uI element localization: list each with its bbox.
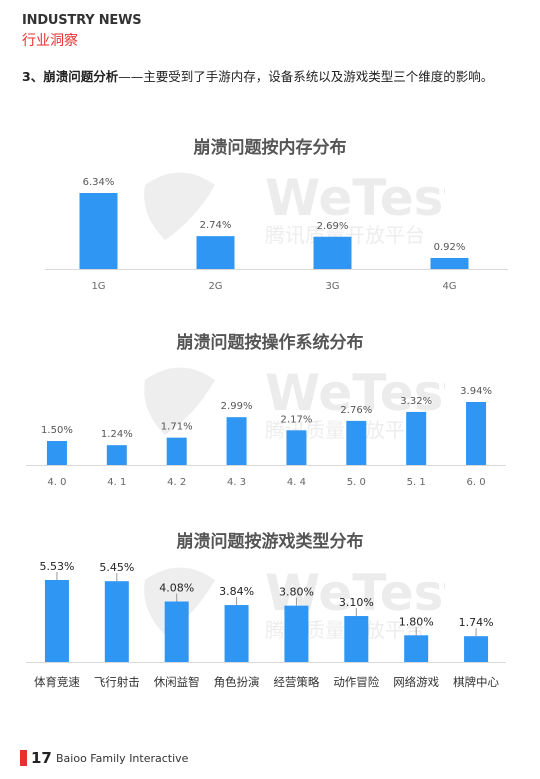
chart-2-category-label: 休闲益智 xyxy=(154,675,200,689)
chart-1-bar xyxy=(166,437,187,465)
chart-0-bar xyxy=(313,236,352,269)
chart-0-value-label: 0.92% xyxy=(434,242,466,253)
chart-2-category-label: 动作冒险 xyxy=(333,675,379,689)
chart-2-value-label: 1.74% xyxy=(459,616,494,629)
chart-2-bar xyxy=(164,601,189,662)
intro-paragraph: 3、崩溃问题分析——主要受到了手游内存，设备系统以及游戏类型三个维度的影响。 xyxy=(22,66,522,88)
chart-1-category-label: 5. 1 xyxy=(407,477,426,488)
chart-1-bar xyxy=(286,430,307,465)
chart-2-value-label: 1.80% xyxy=(399,615,434,628)
header-title-zh: 行业洞察 xyxy=(22,33,78,49)
chart-2-value-label: 5.45% xyxy=(99,561,134,574)
chart-1-category-label: 4. 2 xyxy=(167,477,186,488)
chart-2-bar xyxy=(464,636,489,662)
chart-2-value-label: 3.80% xyxy=(279,586,314,599)
chart-0-bar xyxy=(196,236,235,269)
chart-1-category-label: 5. 0 xyxy=(347,477,366,488)
chart-1-category-label: 4. 0 xyxy=(47,477,66,488)
chart-2-category-label: 体育竞速 xyxy=(34,675,80,689)
chart-1-value-label: 1.24% xyxy=(101,429,133,440)
chart-1-value-label: 3.94% xyxy=(460,386,492,397)
chart-2-category-label: 经营策略 xyxy=(273,675,319,689)
chart-0-category-label: 4G xyxy=(442,281,456,292)
chart-1-value-label: 1.71% xyxy=(161,422,193,433)
chart-0-value-label: 6.34% xyxy=(83,177,115,188)
chart-1-category-label: 4. 3 xyxy=(227,477,246,488)
chart-2-category-label: 飞行射击 xyxy=(94,675,140,689)
intro-lead: 3、崩溃问题分析 xyxy=(22,69,119,84)
chart-2-category-label: 棋牌中心 xyxy=(453,675,499,689)
chart-1-bar xyxy=(406,411,427,465)
chart-0-bar xyxy=(79,193,118,269)
chart-2-category-label: 网络游戏 xyxy=(393,675,439,689)
chart-2-bar xyxy=(284,605,309,662)
chart-0-category-label: 3G xyxy=(325,281,339,292)
chart-1-category-label: 4. 1 xyxy=(107,477,126,488)
chart-2-value-label: 3.10% xyxy=(339,596,374,609)
chart-1-value-label: 1.50% xyxy=(41,425,73,436)
chart-0-category-label: 2G xyxy=(208,281,222,292)
intro-text: ——主要受到了手游内存，设备系统以及游戏类型三个维度的影响。 xyxy=(118,69,494,84)
header-title-en: INDUSTRY NEWS xyxy=(22,13,142,28)
chart-2-category-label: 角色扮演 xyxy=(214,675,260,689)
chart-2-value-label: 3.84% xyxy=(219,585,254,598)
chart-title-memory: 崩溃问题按内存分布 xyxy=(193,138,347,158)
chart-2-bar xyxy=(224,605,249,662)
chart-1-value-label: 3.32% xyxy=(400,396,432,407)
chart-1-bar xyxy=(466,402,487,465)
chart-2-bar xyxy=(344,616,369,662)
chart-2-value-label: 4.08% xyxy=(159,582,194,595)
footer-page-number: 17 xyxy=(31,749,52,767)
chart-0-value-label: 2.69% xyxy=(317,221,349,232)
chart-2-bar xyxy=(104,581,129,662)
chart-1-value-label: 2.17% xyxy=(281,414,313,425)
chart-1-value-label: 2.99% xyxy=(221,401,253,412)
footer-red-marker xyxy=(20,750,27,766)
chart-1-bar xyxy=(346,420,367,465)
chart-2-bar xyxy=(44,580,69,662)
footer-company: Baioo Family Interactive xyxy=(56,752,189,765)
chart-1-category-label: 4. 4 xyxy=(287,477,306,488)
chart-title-genre: 崩溃问题按游戏类型分布 xyxy=(176,532,364,552)
chart-1-value-label: 2.76% xyxy=(340,405,372,416)
chart-title-os: 崩溃问题按操作系统分布 xyxy=(176,333,364,353)
chart-2-bar xyxy=(404,635,429,662)
chart-2-value-label: 5.53% xyxy=(39,560,74,573)
chart-1-bar xyxy=(226,417,247,465)
chart-1-bar xyxy=(106,445,127,465)
chart-1-category-label: 6. 0 xyxy=(467,477,486,488)
chart-0-bar xyxy=(430,257,469,269)
chart-1-bar xyxy=(46,441,67,465)
chart-0-value-label: 2.74% xyxy=(200,220,232,231)
chart-0-category-label: 1G xyxy=(91,281,105,292)
